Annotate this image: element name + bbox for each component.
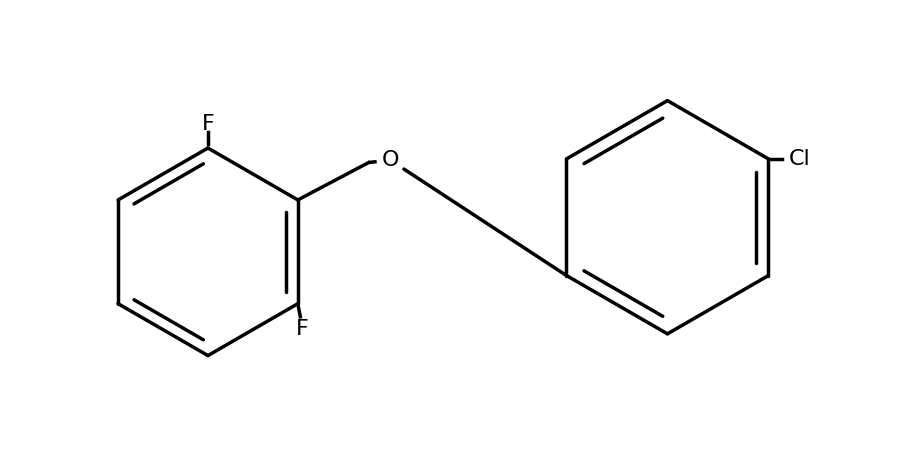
- Text: F: F: [202, 114, 215, 135]
- Text: F: F: [296, 320, 309, 339]
- Text: O: O: [382, 151, 399, 170]
- Text: Cl: Cl: [789, 149, 811, 169]
